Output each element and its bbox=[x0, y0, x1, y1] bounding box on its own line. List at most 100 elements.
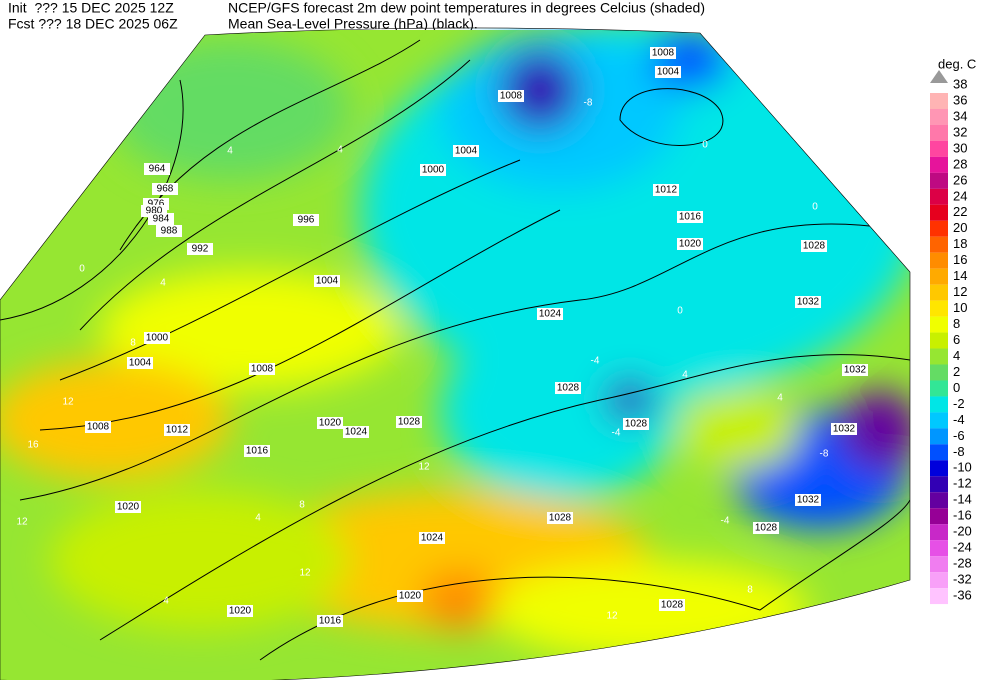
isobar-label-bg bbox=[144, 332, 170, 344]
isobar-label: 1032 bbox=[797, 495, 820, 506]
legend-label: 0 bbox=[953, 380, 960, 395]
isobar-label: 1032 bbox=[844, 365, 867, 376]
legend-label: 24 bbox=[953, 188, 967, 203]
isobar-label: 1008 bbox=[500, 91, 523, 102]
isobar-label-bg bbox=[317, 615, 343, 627]
legend-swatch bbox=[930, 364, 948, 381]
legend-label: -2 bbox=[953, 396, 965, 411]
forecast-time: Fcst ??? 18 DEC 2025 06Z bbox=[8, 16, 178, 32]
legend-swatch bbox=[930, 476, 948, 493]
legend-label: 34 bbox=[953, 108, 967, 123]
isobar-label: 1028 bbox=[625, 419, 648, 430]
legend-swatch bbox=[930, 93, 948, 109]
isobar-label: 1020 bbox=[117, 502, 140, 513]
legend-swatch bbox=[930, 172, 948, 189]
legend-swatch bbox=[930, 140, 948, 157]
isobar-label: 1016 bbox=[679, 212, 702, 223]
legend-swatch bbox=[930, 412, 948, 429]
isobar-label-bg bbox=[249, 363, 275, 375]
legend-label: 2 bbox=[953, 364, 960, 379]
isobars bbox=[0, 39, 910, 661]
isobar-label-bg bbox=[127, 357, 153, 369]
legend-label: 14 bbox=[953, 268, 967, 283]
isobar-label: 1028 bbox=[398, 417, 421, 428]
isobar-label: 1020 bbox=[679, 239, 702, 250]
isobar-label: 996 bbox=[298, 215, 315, 226]
legend-swatch bbox=[930, 284, 948, 301]
isobar-label-bg bbox=[164, 424, 190, 436]
isobar-label: 980 bbox=[146, 206, 163, 217]
legend-swatch bbox=[930, 268, 948, 285]
legend-swatch bbox=[930, 380, 948, 397]
legend-swatch bbox=[930, 108, 948, 125]
isobar-label: 1016 bbox=[319, 616, 342, 627]
isobar-label: 1008 bbox=[87, 422, 110, 433]
legend: deg. C 38 363432302826242220181614121086… bbox=[930, 56, 976, 605]
legend-label: -10 bbox=[953, 460, 972, 475]
dewpoint-label: 8 bbox=[299, 500, 305, 511]
isobar-label-bg bbox=[555, 382, 581, 394]
isobar-label: 1000 bbox=[422, 165, 445, 176]
legend-label: 30 bbox=[953, 140, 967, 155]
legend-label: 16 bbox=[953, 252, 967, 267]
legend-swatch bbox=[930, 428, 948, 445]
legend-label: 38 bbox=[953, 76, 967, 91]
isobar-label: 1024 bbox=[421, 533, 444, 544]
legend-label: -14 bbox=[953, 492, 972, 507]
map-subtitle: Mean Sea-Level Pressure (hPa) (black). bbox=[228, 16, 478, 32]
dewpoint-label: 8 bbox=[130, 338, 136, 349]
dewpoint-label: 16 bbox=[27, 440, 39, 451]
isobar-label-bg bbox=[144, 163, 170, 175]
dewpoint-label: 0 bbox=[79, 264, 85, 275]
isobar-label: 1004 bbox=[316, 276, 339, 287]
legend-label: 6 bbox=[953, 332, 960, 347]
dewpoint-label: -8 bbox=[820, 449, 829, 460]
isobar-label-bg bbox=[156, 225, 182, 237]
isobar-label-bg bbox=[115, 501, 141, 513]
dewpoint-label: 4 bbox=[255, 513, 261, 524]
legend-label: -36 bbox=[953, 588, 972, 603]
legend-label: 4 bbox=[953, 348, 960, 363]
legend-label: -32 bbox=[953, 572, 972, 587]
legend-label: -6 bbox=[953, 428, 965, 443]
legend-label: -16 bbox=[953, 508, 972, 523]
dewpoint-label: 4 bbox=[227, 146, 233, 157]
legend-swatch bbox=[930, 252, 948, 269]
isobar-label-bg bbox=[677, 211, 703, 223]
isobar-label-bg bbox=[831, 423, 857, 435]
isobar-label-bg bbox=[397, 590, 423, 602]
legend-label: -4 bbox=[953, 412, 965, 427]
dewpoint-label: 8 bbox=[747, 585, 753, 596]
isobar-label-bg bbox=[85, 421, 111, 433]
isobar-label-bg bbox=[801, 240, 827, 252]
isobar-label: 992 bbox=[192, 244, 209, 255]
isobar-label: 1016 bbox=[246, 446, 269, 457]
isobar-label-bg bbox=[343, 426, 369, 438]
isobar-label: 1004 bbox=[129, 358, 152, 369]
isobar-label-bg bbox=[227, 605, 253, 617]
isobar-label: 1032 bbox=[797, 297, 820, 308]
isobar-label-bg bbox=[650, 47, 676, 59]
legend-label: 22 bbox=[953, 204, 967, 219]
legend-label: -24 bbox=[953, 540, 972, 555]
isobar-label-bg bbox=[537, 308, 563, 320]
isobar-label: 1004 bbox=[455, 146, 478, 157]
dewpoint-label: 12 bbox=[62, 397, 74, 408]
legend-swatch bbox=[930, 588, 948, 605]
legend-triangle bbox=[930, 70, 948, 83]
legend-label: 20 bbox=[953, 220, 967, 235]
legend-unit: deg. C bbox=[938, 56, 976, 71]
isobar-label: 1012 bbox=[166, 425, 189, 436]
legend-swatch bbox=[930, 396, 948, 413]
isobar-label: 1028 bbox=[755, 523, 778, 534]
isobar-label: 1024 bbox=[345, 427, 368, 438]
legend-swatch bbox=[930, 444, 948, 461]
isobar-label-bg bbox=[396, 416, 422, 428]
dewpoint-label: 0 bbox=[812, 202, 818, 213]
isobar-label-bg bbox=[623, 418, 649, 430]
isobar-label-bg bbox=[795, 296, 821, 308]
isobar-label-bg bbox=[653, 184, 679, 196]
